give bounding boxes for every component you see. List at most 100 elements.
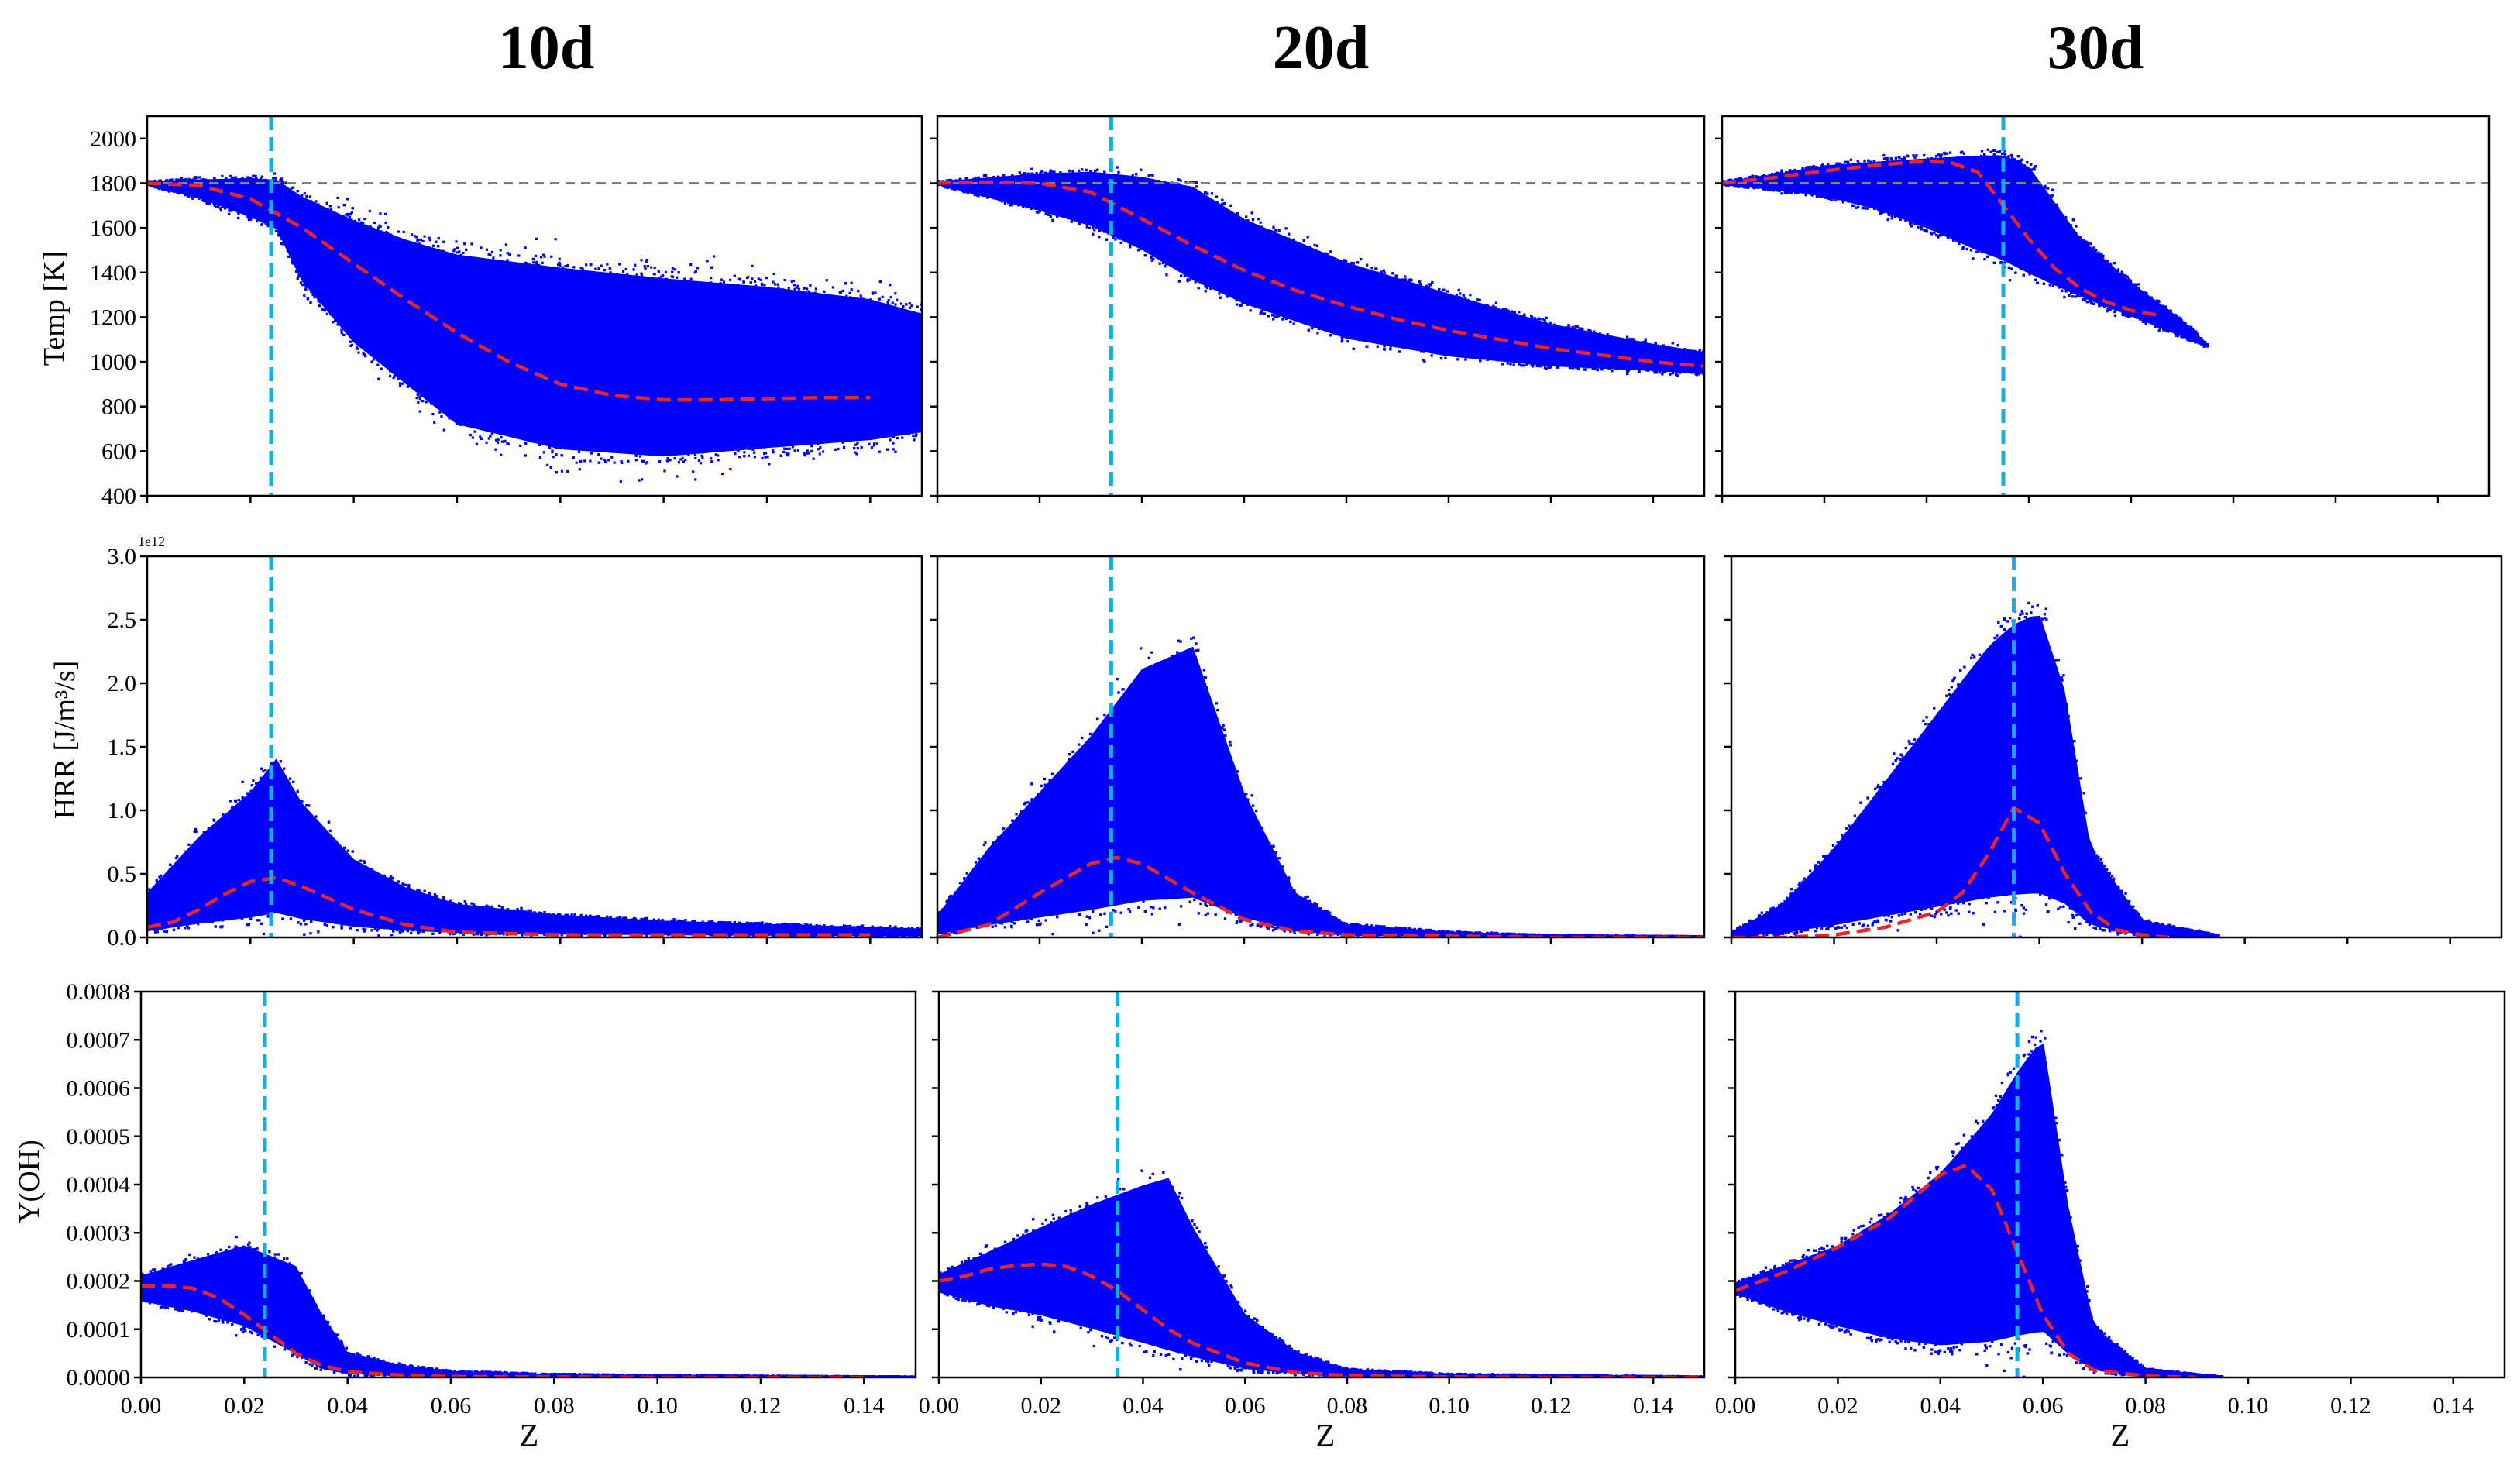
scatter-point	[303, 294, 306, 297]
scatter-point	[376, 363, 380, 366]
scatter-point	[710, 266, 713, 269]
scatter-point	[589, 459, 592, 463]
scatter-point	[663, 469, 666, 473]
scatter-point	[308, 195, 311, 198]
scatter-point	[167, 190, 170, 193]
scatter-point	[176, 178, 179, 181]
scatter-point	[217, 205, 220, 208]
scatter-point	[230, 209, 233, 212]
scatter-point	[535, 262, 538, 266]
scatter-point	[790, 280, 793, 284]
scatter-point	[687, 453, 690, 456]
scatter-point	[793, 287, 796, 291]
scatter-point	[465, 248, 468, 251]
scatter-point	[499, 254, 502, 257]
scatter-point	[392, 377, 395, 380]
scatter-point	[303, 283, 306, 287]
scatter-point	[490, 432, 493, 435]
scatter-point	[255, 177, 258, 180]
scatter-point	[558, 257, 561, 260]
scatter-point	[406, 385, 409, 388]
scatter-point	[621, 461, 624, 464]
scatter-point	[301, 194, 304, 197]
scatter-point	[554, 238, 557, 241]
scatter-point	[315, 200, 318, 203]
scatter-point	[280, 177, 283, 181]
scatter-point	[603, 458, 607, 461]
scatter-point	[237, 216, 240, 219]
scatter-point	[187, 177, 191, 181]
scatter-point	[519, 444, 522, 447]
scatter-point	[803, 454, 806, 457]
scatter-point	[889, 438, 892, 442]
scatter-point	[669, 459, 672, 462]
scatter-point	[415, 397, 418, 400]
scatter-point	[776, 283, 779, 286]
scatter-point	[793, 284, 796, 287]
scatter-point	[850, 281, 853, 284]
scatter-point	[246, 177, 249, 180]
scatter-point	[806, 287, 809, 291]
scatter-point	[603, 460, 607, 463]
scatter-point	[549, 466, 552, 469]
scatter-point	[311, 293, 315, 296]
scatter-point	[428, 236, 431, 239]
scatter-point	[733, 274, 736, 277]
scatter-point	[671, 267, 674, 270]
scatter-point	[885, 448, 889, 451]
scatter-point	[653, 266, 656, 270]
scatter-point	[340, 332, 343, 335]
scatter-point	[855, 452, 858, 456]
scatter-point	[564, 265, 567, 268]
scatter-point	[892, 435, 895, 438]
scatter-point	[497, 438, 500, 442]
scatter-point	[205, 201, 208, 205]
scatter-point	[579, 459, 583, 463]
scatter-point	[348, 215, 351, 218]
scatter-point	[317, 299, 320, 302]
scatter-point	[810, 445, 813, 448]
scatter-point	[664, 270, 667, 273]
scatter-point	[471, 436, 474, 439]
scatter-point	[480, 437, 483, 440]
scatter-point	[673, 268, 677, 271]
scatter-point	[634, 459, 638, 462]
scatter-point	[546, 463, 549, 466]
scatter-point	[566, 264, 569, 267]
scatter-point	[676, 276, 679, 279]
scatter-point	[860, 445, 863, 449]
scatter-point	[212, 202, 215, 205]
scatter-point	[358, 218, 361, 222]
scatter-point	[881, 295, 884, 298]
scatter-point	[163, 188, 167, 191]
scatter-point	[303, 192, 306, 195]
scatter-point	[894, 292, 897, 295]
scatter-point	[920, 308, 922, 311]
scatter-point	[418, 397, 421, 401]
scatter-point	[868, 442, 871, 445]
scatter-point	[910, 304, 913, 308]
scatter-point	[369, 225, 372, 228]
scatter-point	[170, 178, 174, 181]
scatter-point	[581, 267, 584, 270]
scatter-point	[666, 456, 669, 460]
xlabel-z-col1: Z	[520, 1418, 538, 1453]
scatter-point	[761, 456, 764, 459]
scatter-point	[376, 226, 380, 229]
scatter-point	[160, 187, 163, 191]
scatter-point	[806, 452, 810, 455]
scatter-point	[425, 401, 428, 404]
scatter-point	[754, 284, 758, 287]
scatter-point	[579, 267, 583, 270]
scatter-point	[397, 230, 400, 233]
scatter-point	[378, 224, 381, 227]
scatter-point	[249, 176, 253, 180]
scatter-point	[710, 460, 713, 463]
scatter-point	[817, 448, 820, 451]
scatter-point	[606, 263, 609, 266]
scatter-point	[722, 280, 726, 284]
scatter-point	[372, 358, 375, 361]
scatter-point	[785, 452, 788, 456]
scatter-point	[610, 456, 614, 459]
